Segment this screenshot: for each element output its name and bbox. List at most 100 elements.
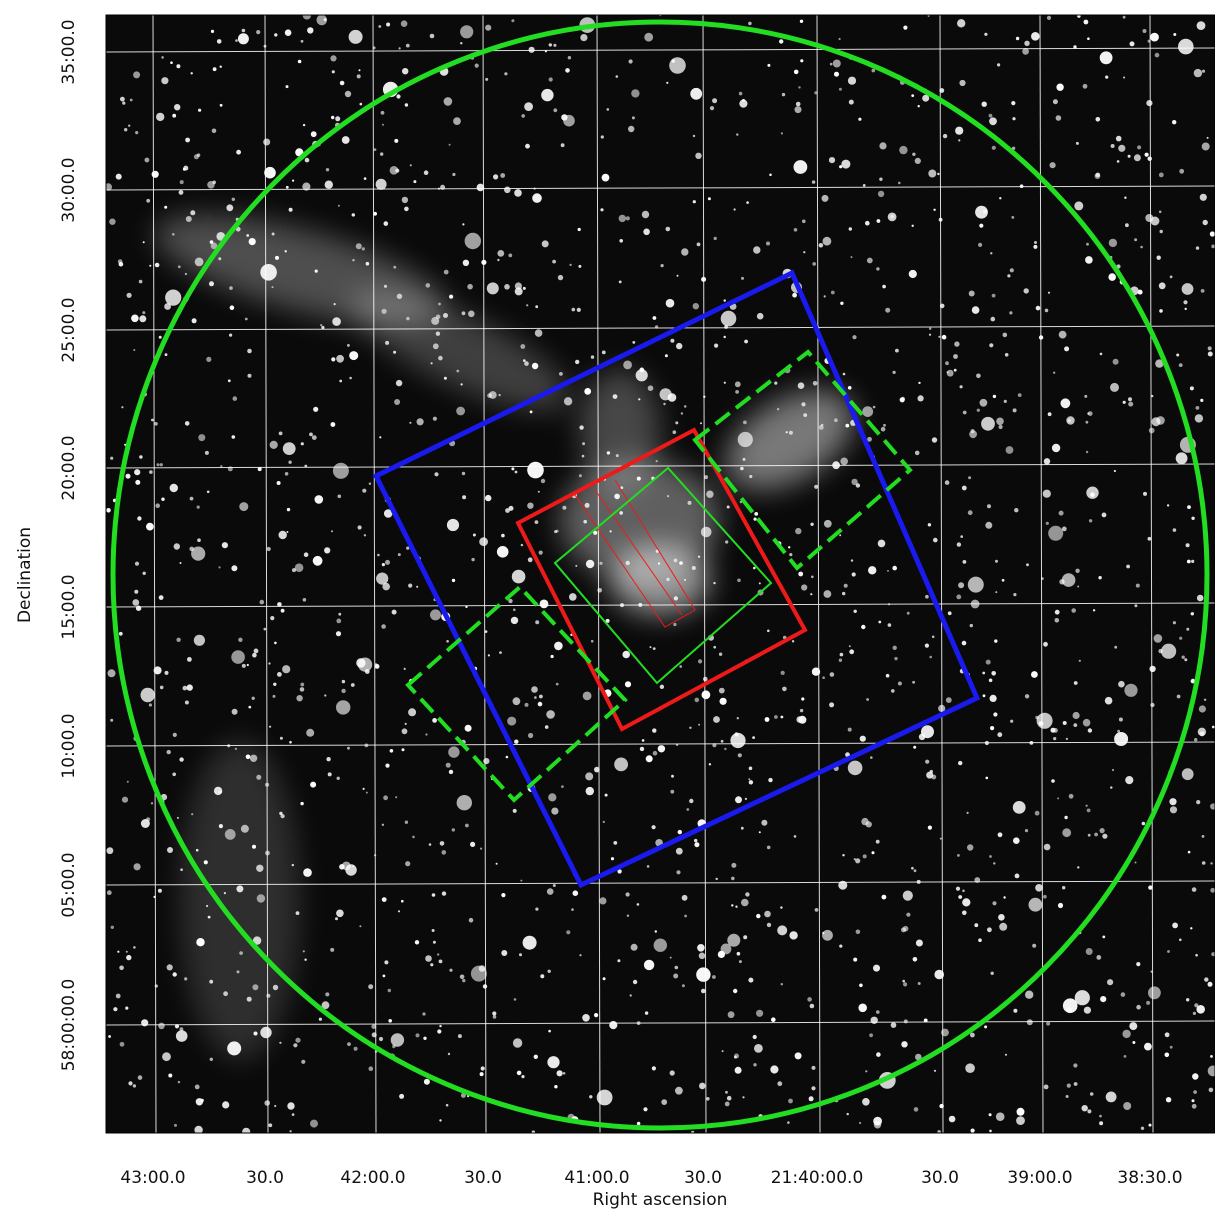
star [1106,1092,1117,1103]
star [848,728,852,732]
star [1100,353,1103,356]
star [1074,201,1083,210]
star [990,695,997,702]
star [767,64,770,67]
star [336,619,341,624]
star [1063,998,1078,1013]
star [965,1063,975,1073]
star [1132,1041,1135,1044]
star [869,1033,873,1037]
star [438,356,443,361]
star [670,790,674,794]
star [1152,417,1161,426]
star [497,259,499,261]
star [994,639,997,642]
star [882,895,887,900]
star [787,1121,790,1124]
star [849,100,854,105]
star [275,256,279,260]
star [789,431,793,435]
star [974,923,978,927]
star [399,1094,404,1099]
star [306,729,314,737]
star [401,20,408,27]
star [642,739,645,742]
star [822,930,833,941]
star [812,262,816,266]
star [321,326,324,329]
star [957,854,960,857]
star [1009,311,1012,314]
star [673,974,678,979]
star [1075,569,1079,573]
star [183,168,186,171]
star [1144,1043,1152,1051]
star [644,960,654,970]
star [177,817,179,819]
star [254,1032,258,1036]
star [684,579,686,581]
star [870,756,873,759]
star [1033,245,1037,249]
star [192,318,197,323]
star [786,431,788,433]
star [513,1038,522,1047]
star [1193,1012,1196,1015]
star [1191,517,1194,520]
star [333,463,349,479]
star [743,421,747,425]
star [362,247,365,250]
star [623,361,632,370]
star [614,758,628,772]
star [807,997,812,1002]
star [1149,1124,1152,1127]
star [725,1091,728,1094]
star [1074,681,1078,685]
star [217,39,222,44]
star [722,1050,724,1052]
star [619,215,626,222]
star [666,578,669,581]
star [1183,300,1187,304]
star [170,484,178,492]
star [423,1037,426,1040]
star [1128,402,1133,407]
star [1046,1022,1050,1026]
star [1052,444,1060,452]
star [767,630,770,633]
star [449,969,452,972]
star [918,105,920,107]
star [263,139,270,146]
star [1013,837,1020,844]
star [1055,610,1060,615]
star [1087,1109,1091,1113]
x-tick-label: 42:00.0 [340,1168,405,1188]
star [898,682,902,686]
star [161,77,168,84]
star [684,405,687,408]
star [781,983,783,985]
star [345,864,356,875]
star [553,108,557,112]
star [515,471,518,474]
star [766,242,770,246]
star [959,80,965,86]
star [735,381,741,387]
star [1140,246,1143,249]
star [134,590,138,594]
star [789,931,797,939]
star [1210,1055,1213,1058]
star [852,335,856,339]
star [849,649,854,654]
star [676,343,682,349]
star [801,697,804,700]
star [637,477,641,481]
star [429,843,432,846]
star [357,74,361,78]
star [695,153,701,159]
star [996,418,1004,426]
star [229,286,233,290]
star [283,442,296,455]
star [969,291,975,297]
star [632,341,635,344]
